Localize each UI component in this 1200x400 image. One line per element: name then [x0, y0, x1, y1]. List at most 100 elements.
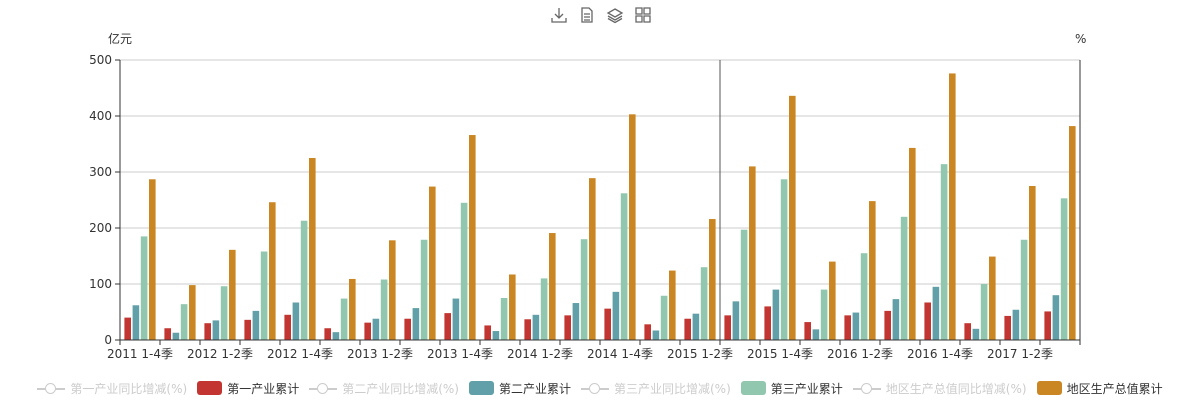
bar[interactable]: [500, 298, 508, 340]
bar[interactable]: [469, 135, 476, 340]
bar[interactable]: [572, 303, 580, 340]
bar[interactable]: [1012, 309, 1020, 340]
bar[interactable]: [812, 329, 820, 340]
legend-item[interactable]: 第一产业同比增减(%): [37, 380, 187, 397]
bar[interactable]: [732, 301, 740, 340]
bar[interactable]: [549, 233, 556, 340]
bar[interactable]: [612, 291, 620, 340]
bar[interactable]: [884, 310, 891, 340]
bar[interactable]: [940, 164, 948, 340]
bar[interactable]: [860, 253, 868, 340]
bar[interactable]: [1004, 315, 1011, 340]
bar[interactable]: [564, 315, 571, 340]
bar[interactable]: [540, 278, 548, 340]
bar[interactable]: [349, 278, 356, 340]
bar[interactable]: [1069, 126, 1076, 340]
bar[interactable]: [484, 325, 491, 340]
bar[interactable]: [1020, 239, 1028, 340]
bar[interactable]: [260, 251, 268, 340]
bar[interactable]: [964, 323, 971, 340]
download-icon[interactable]: [550, 6, 568, 24]
bar[interactable]: [372, 318, 380, 340]
bar[interactable]: [164, 328, 171, 340]
bar[interactable]: [460, 202, 468, 340]
bar[interactable]: [172, 332, 180, 340]
bar[interactable]: [149, 179, 156, 340]
bar[interactable]: [420, 239, 428, 340]
bar[interactable]: [524, 319, 531, 340]
bar[interactable]: [1044, 311, 1051, 340]
bar[interactable]: [244, 319, 251, 340]
bar[interactable]: [844, 315, 851, 340]
bar[interactable]: [932, 286, 940, 340]
bar[interactable]: [749, 166, 756, 340]
bar[interactable]: [972, 328, 980, 340]
bar[interactable]: [660, 295, 668, 340]
bar[interactable]: [124, 317, 131, 340]
bar[interactable]: [220, 286, 228, 340]
legend-item[interactable]: 第二产业同比增减(%): [309, 380, 459, 397]
bar[interactable]: [324, 328, 331, 340]
bar[interactable]: [412, 308, 420, 340]
bar[interactable]: [252, 310, 260, 340]
legend-item[interactable]: 第二产业累计: [468, 380, 571, 397]
bar[interactable]: [620, 193, 628, 340]
bar[interactable]: [724, 315, 731, 340]
bar[interactable]: [869, 201, 876, 340]
bar[interactable]: [444, 313, 451, 340]
bar[interactable]: [429, 186, 436, 340]
grid-icon[interactable]: [634, 6, 652, 24]
bar[interactable]: [580, 239, 588, 340]
bar[interactable]: [780, 179, 788, 340]
bar[interactable]: [892, 299, 900, 340]
bar[interactable]: [332, 332, 340, 340]
bar[interactable]: [589, 178, 596, 340]
bar[interactable]: [284, 314, 291, 340]
bar[interactable]: [300, 220, 308, 340]
bar[interactable]: [189, 285, 196, 340]
bar[interactable]: [140, 236, 148, 340]
bar[interactable]: [820, 289, 828, 340]
bar[interactable]: [340, 298, 348, 340]
bar[interactable]: [309, 158, 316, 340]
bar[interactable]: [900, 216, 908, 340]
bar[interactable]: [1052, 295, 1060, 340]
bar[interactable]: [804, 322, 811, 340]
bar[interactable]: [772, 289, 780, 340]
bar[interactable]: [1029, 186, 1036, 340]
bar[interactable]: [829, 261, 836, 340]
bar[interactable]: [180, 304, 188, 340]
bar[interactable]: [269, 202, 276, 340]
bar[interactable]: [740, 229, 748, 340]
bar[interactable]: [924, 302, 931, 340]
bar[interactable]: [389, 240, 396, 340]
bar[interactable]: [380, 279, 388, 340]
legend-item[interactable]: 地区生产总值累计: [1036, 380, 1163, 397]
legend-item[interactable]: 第三产业同比增减(%): [581, 380, 731, 397]
bar[interactable]: [980, 284, 988, 340]
bar[interactable]: [692, 313, 700, 340]
bar[interactable]: [1060, 198, 1068, 340]
bar[interactable]: [229, 249, 236, 340]
bar[interactable]: [989, 256, 996, 340]
stack-icon[interactable]: [606, 6, 624, 24]
data-view-icon[interactable]: [578, 6, 596, 24]
bar[interactable]: [852, 312, 860, 340]
legend-item[interactable]: 第三产业累计: [740, 380, 843, 397]
legend-item[interactable]: 第一产业累计: [197, 380, 299, 397]
bar[interactable]: [212, 320, 220, 340]
bar[interactable]: [204, 323, 211, 340]
bar[interactable]: [629, 114, 636, 340]
bar[interactable]: [509, 274, 516, 340]
bar[interactable]: [764, 306, 771, 340]
bar[interactable]: [492, 331, 500, 340]
bar[interactable]: [652, 330, 660, 340]
bar[interactable]: [364, 322, 371, 340]
bar[interactable]: [132, 305, 140, 340]
bar[interactable]: [292, 302, 300, 340]
bar[interactable]: [604, 308, 611, 340]
bar[interactable]: [532, 314, 540, 340]
bar[interactable]: [684, 318, 691, 340]
bar[interactable]: [789, 95, 796, 340]
bar[interactable]: [949, 73, 956, 340]
